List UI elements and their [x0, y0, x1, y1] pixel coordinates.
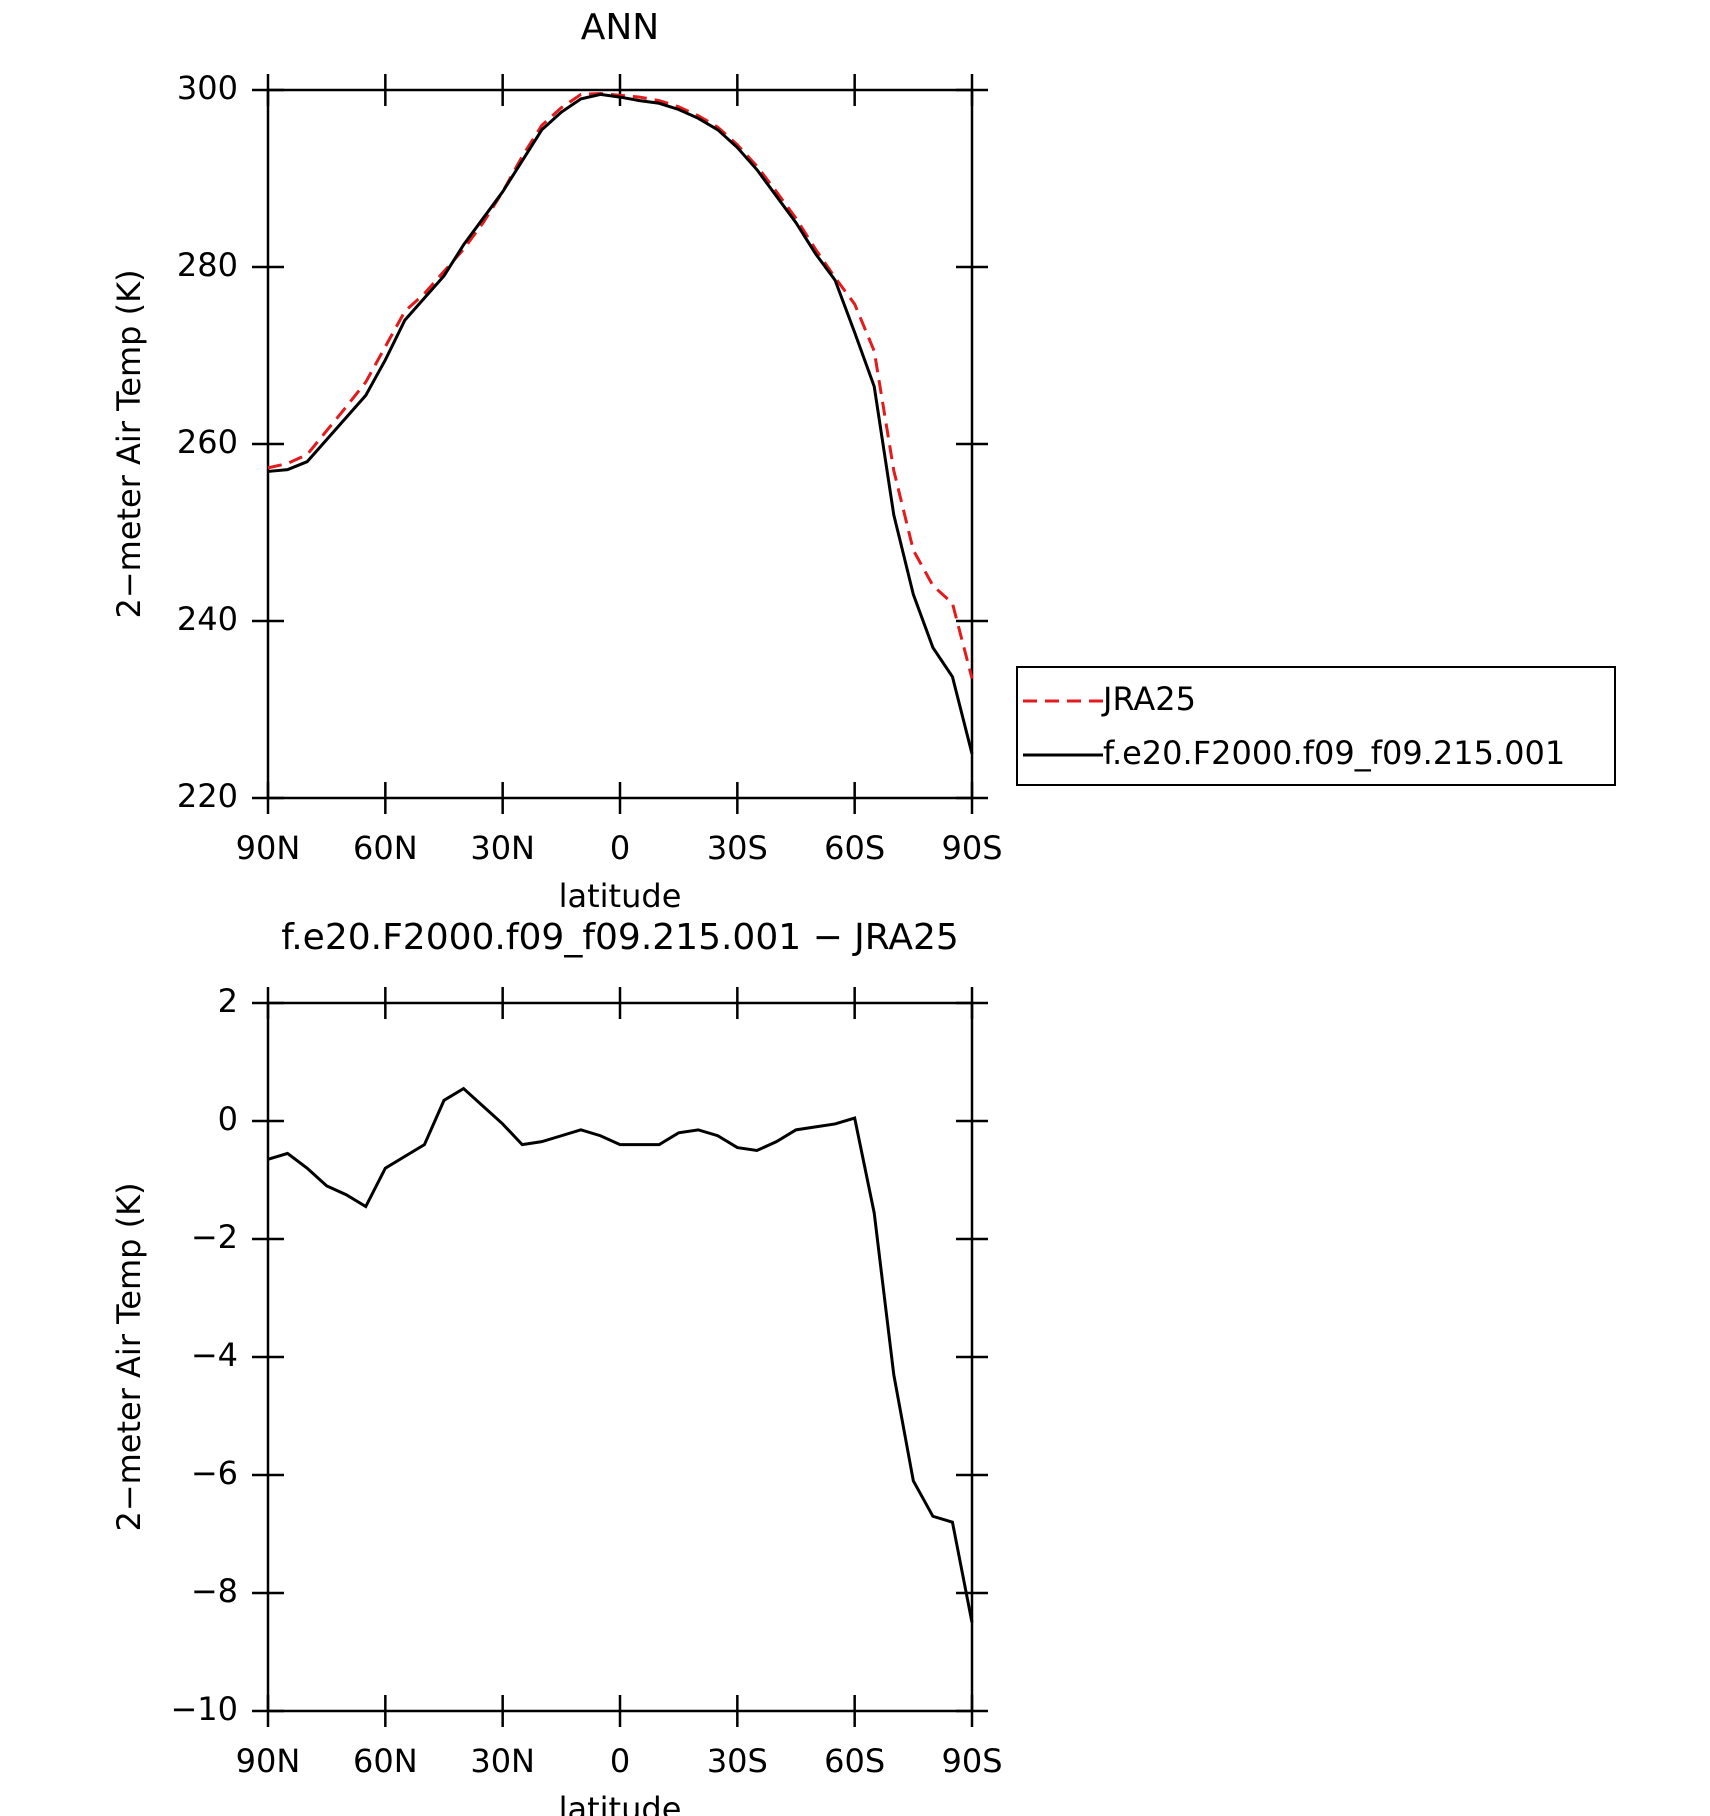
y-tick-label: −4 — [191, 1336, 238, 1374]
y-tick-label: 2 — [218, 982, 238, 1020]
y-axis-label: 2−meter Air Temp (K) — [110, 1182, 148, 1531]
chart-title: ANN — [581, 7, 660, 48]
y-tick-label: −6 — [191, 1454, 238, 1492]
legend-label: JRA25 — [1101, 680, 1196, 718]
y-tick-label: 240 — [177, 600, 238, 638]
legend-box — [1016, 666, 1616, 786]
x-tick-label: 90S — [941, 829, 1002, 867]
x-tick-label: 0 — [610, 829, 630, 867]
x-tick-label: 0 — [610, 1742, 630, 1780]
data-line — [267, 1086, 974, 1623]
x-tick-label: 60N — [353, 1742, 418, 1780]
x-tick-label: 90N — [236, 1742, 301, 1780]
y-tick-label: 0 — [218, 1100, 238, 1138]
y-tick-label: −8 — [191, 1572, 238, 1610]
x-axis-label: latitude — [559, 1790, 682, 1816]
chart-title: f.e20.F2000.f09_f09.215.001 − JRA25 — [281, 917, 959, 958]
y-tick-label: 300 — [177, 69, 238, 107]
x-tick-label: 30N — [470, 829, 535, 867]
y-tick-label: −10 — [170, 1690, 238, 1728]
y-tick-label: 280 — [177, 246, 238, 284]
x-tick-label: 60N — [353, 829, 418, 867]
y-tick-label: 260 — [177, 423, 238, 461]
x-tick-label: 90N — [236, 829, 301, 867]
plot-frame — [266, 88, 974, 800]
x-tick-label: 60S — [824, 1742, 885, 1780]
x-tick-label: 30S — [707, 1742, 768, 1780]
x-tick-label: 60S — [824, 829, 885, 867]
y-tick-label: −2 — [191, 1218, 238, 1256]
legend-label: f.e20.F2000.f09_f09.215.001 — [1103, 734, 1565, 772]
x-tick-label: 30N — [470, 1742, 535, 1780]
y-tick-label: 220 — [177, 777, 238, 815]
y-axis-label: 2−meter Air Temp (K) — [110, 269, 148, 618]
plot-frame — [266, 1001, 974, 1713]
data-line — [267, 92, 974, 679]
x-axis-label: latitude — [559, 877, 682, 915]
data-line — [267, 92, 974, 755]
x-tick-label: 30S — [707, 829, 768, 867]
x-tick-label: 90S — [941, 1742, 1002, 1780]
